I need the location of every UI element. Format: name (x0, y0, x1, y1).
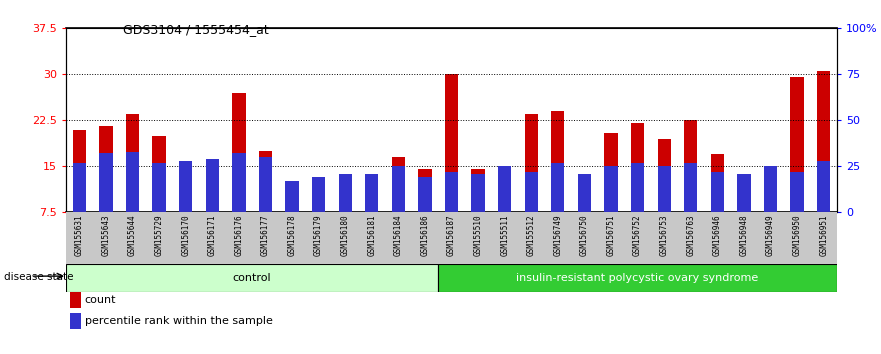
Bar (392, 166, 405, 212)
Bar (233, 154, 246, 212)
Bar (737, 174, 751, 212)
Bar (631, 163, 644, 212)
Bar (259, 151, 272, 212)
Bar (179, 170, 192, 212)
Bar (285, 200, 299, 212)
Text: GSM156948: GSM156948 (739, 214, 749, 256)
Bar (152, 163, 166, 212)
Bar (438, 264, 837, 292)
Text: GSM156180: GSM156180 (341, 214, 350, 256)
Bar (392, 157, 405, 212)
Text: GSM156751: GSM156751 (606, 214, 616, 256)
Text: GSM156179: GSM156179 (315, 214, 323, 256)
Text: percentile rank within the sample: percentile rank within the sample (85, 316, 272, 326)
Bar (338, 174, 352, 212)
Bar (578, 194, 591, 212)
Bar (418, 177, 432, 212)
Text: count: count (85, 295, 116, 305)
Text: GSM156184: GSM156184 (394, 214, 403, 256)
Bar (817, 161, 830, 212)
Bar (790, 172, 803, 212)
Text: GSM156950: GSM156950 (793, 214, 802, 256)
Text: GSM155643: GSM155643 (101, 214, 110, 256)
Bar (445, 172, 458, 212)
Text: GSM156949: GSM156949 (766, 214, 775, 256)
Bar (657, 139, 670, 212)
Text: GSM156181: GSM156181 (367, 214, 376, 256)
Bar (524, 114, 538, 212)
Bar (471, 174, 485, 212)
Text: GSM156753: GSM156753 (660, 214, 669, 256)
Bar (764, 176, 777, 212)
Bar (259, 157, 272, 212)
Bar (498, 166, 511, 212)
Bar (552, 163, 565, 212)
Text: GSM155512: GSM155512 (527, 214, 536, 256)
Bar (604, 133, 618, 212)
Bar (338, 200, 352, 212)
Bar (100, 126, 113, 212)
Text: GSM156187: GSM156187 (447, 214, 456, 256)
Bar (66, 264, 438, 292)
Text: GSM156752: GSM156752 (633, 214, 642, 256)
Bar (685, 163, 698, 212)
Bar (685, 120, 698, 212)
Bar (790, 78, 803, 212)
Text: GSM156186: GSM156186 (420, 214, 429, 256)
Bar (604, 166, 618, 212)
Bar (152, 136, 166, 212)
Bar (126, 114, 139, 212)
Text: GSM156750: GSM156750 (580, 214, 589, 256)
Bar (365, 174, 379, 212)
Text: GSM155510: GSM155510 (474, 214, 483, 256)
Bar (657, 166, 670, 212)
Bar (711, 172, 724, 212)
Text: GSM156763: GSM156763 (686, 214, 695, 256)
Bar (524, 172, 538, 212)
Text: GSM156176: GSM156176 (234, 214, 243, 256)
Bar (764, 166, 777, 212)
Bar (552, 111, 565, 212)
Bar (100, 154, 113, 212)
Text: GSM155631: GSM155631 (75, 214, 84, 256)
Bar (73, 130, 86, 212)
Text: GSM155511: GSM155511 (500, 214, 509, 256)
Bar (179, 161, 192, 212)
Bar (817, 71, 830, 212)
Text: GSM156177: GSM156177 (261, 214, 270, 256)
Bar (631, 124, 644, 212)
Bar (365, 197, 379, 212)
Text: GSM156749: GSM156749 (553, 214, 562, 256)
Bar (312, 197, 325, 212)
Text: GSM156951: GSM156951 (819, 214, 828, 256)
Text: GDS3104 / 1555454_at: GDS3104 / 1555454_at (123, 23, 269, 36)
Text: GSM156170: GSM156170 (181, 214, 190, 256)
Bar (285, 181, 299, 212)
Bar (126, 152, 139, 212)
Text: GSM155729: GSM155729 (154, 214, 164, 256)
Text: control: control (233, 273, 271, 283)
Text: GSM156171: GSM156171 (208, 214, 217, 256)
Bar (233, 93, 246, 212)
Bar (312, 177, 325, 212)
Bar (578, 174, 591, 212)
Bar (471, 170, 485, 212)
Bar (498, 172, 511, 212)
Bar (737, 194, 751, 212)
Bar (445, 74, 458, 212)
Bar (205, 166, 218, 212)
Text: GSM156946: GSM156946 (713, 214, 722, 256)
Text: GSM155644: GSM155644 (128, 214, 137, 256)
Text: disease state: disease state (4, 272, 74, 282)
Bar (73, 163, 86, 212)
Bar (711, 154, 724, 212)
Bar (205, 159, 218, 212)
Bar (418, 170, 432, 212)
Text: GSM156178: GSM156178 (287, 214, 297, 256)
Text: insulin-resistant polycystic ovary syndrome: insulin-resistant polycystic ovary syndr… (516, 273, 759, 283)
